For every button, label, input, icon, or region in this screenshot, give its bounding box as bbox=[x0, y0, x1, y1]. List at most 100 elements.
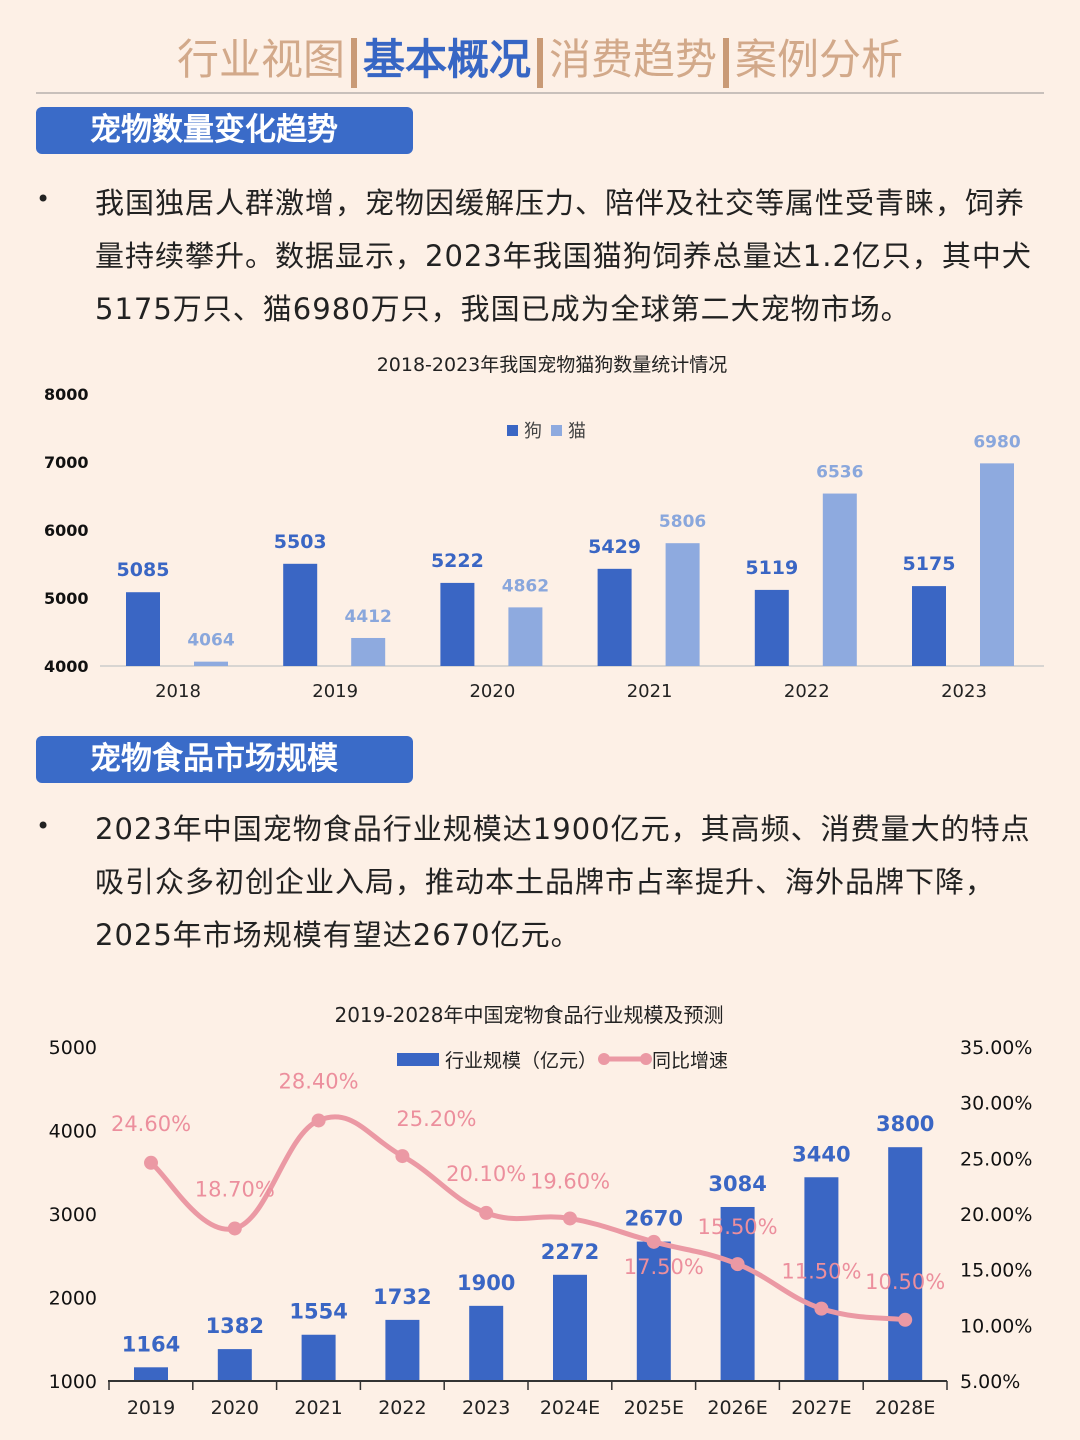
data-label-industry-size: 1900 bbox=[457, 1271, 515, 1295]
data-label-growth-rate: 24.60% bbox=[111, 1112, 191, 1136]
nav-separator bbox=[723, 37, 730, 88]
data-label-cat: 6536 bbox=[816, 463, 863, 483]
tab-industry-view[interactable]: 行业视图 bbox=[176, 35, 345, 84]
nav-separator bbox=[350, 37, 357, 88]
data-label-dog: 5222 bbox=[431, 550, 484, 572]
growth-rate-point bbox=[814, 1301, 829, 1316]
growth-rate-point bbox=[646, 1234, 661, 1249]
data-label-growth-rate: 20.10% bbox=[446, 1162, 526, 1186]
pet-count-paragraph: 我国独居人群激增，宠物因缓解压力、陪伴及社交等属性受青睐，饲养量持续攀升。数据显… bbox=[95, 186, 1032, 326]
section-title-pet-food: 宠物食品市场规模 bbox=[36, 736, 413, 783]
growth-rate-point bbox=[144, 1155, 158, 1170]
bar-dog bbox=[283, 563, 318, 666]
x-tick-label: 2020 bbox=[211, 1397, 259, 1419]
data-label-growth-rate: 15.50% bbox=[698, 1215, 778, 1239]
legend-swatch-dog bbox=[507, 425, 518, 436]
growth-rate-point bbox=[227, 1221, 242, 1236]
bar-industry-size bbox=[385, 1319, 420, 1381]
bar-dog bbox=[440, 582, 475, 666]
top-nav: 行业视图 基本概况 消费趋势 案例分析 bbox=[0, 30, 1080, 90]
bar-industry-size bbox=[301, 1334, 336, 1381]
data-label-industry-size: 2670 bbox=[625, 1207, 683, 1231]
y2-tick-label: 30.00% bbox=[960, 1093, 1032, 1115]
pet-food-chart: 2019-2028年中国宠物食品行业规模及预测 1000 2000 3000 4000 5… bbox=[49, 1003, 1033, 1419]
x-tick-label: 2026E bbox=[707, 1397, 767, 1419]
bar-industry-size bbox=[217, 1349, 252, 1381]
y2-tick-label: 35.00% bbox=[960, 1037, 1032, 1059]
y2-tick-label: 20.00% bbox=[960, 1204, 1032, 1226]
x-tick-label: 2025E bbox=[624, 1397, 684, 1419]
data-label-cat: 4862 bbox=[502, 576, 549, 596]
x-tick-label: 2019 bbox=[127, 1397, 175, 1419]
tab-basic-overview[interactable]: 基本概况 bbox=[362, 35, 531, 84]
y2-tick-label: 25.00% bbox=[960, 1148, 1032, 1170]
chart-title: 2018-2023年我国宠物猫狗数量统计情况 bbox=[377, 354, 728, 376]
y2-tick-label: 15.00% bbox=[960, 1260, 1032, 1282]
x-tick-label: 2022 bbox=[784, 681, 830, 700]
y-tick-label: 7000 bbox=[44, 453, 89, 472]
bar-dog bbox=[126, 592, 160, 666]
data-label-dog: 5175 bbox=[903, 553, 956, 575]
legend-swatch-size bbox=[397, 1053, 439, 1066]
y-tick-label: 1000 bbox=[49, 1371, 97, 1393]
growth-rate-point bbox=[730, 1257, 745, 1272]
pet-food-paragraph: 2023年中国宠物食品行业规模达1900亿元，其高频、消费量大的特点吸引众多初创… bbox=[95, 812, 1031, 952]
data-label-dog: 5503 bbox=[274, 531, 327, 553]
chart-title: 2019-2028年中国宠物食品行业规模及预测 bbox=[334, 1003, 723, 1027]
bullet-point: • bbox=[36, 185, 51, 213]
y-tick-label: 5000 bbox=[49, 1037, 97, 1059]
bar-cat bbox=[980, 463, 1014, 666]
bar-cat bbox=[665, 543, 700, 666]
data-label-industry-size: 3440 bbox=[792, 1142, 850, 1166]
x-tick-label: 2023 bbox=[462, 1397, 510, 1419]
bar-industry-size bbox=[636, 1241, 671, 1381]
legend-marker-growth bbox=[598, 1053, 610, 1065]
data-label-growth-rate: 25.20% bbox=[396, 1107, 476, 1131]
data-label-industry-size: 1382 bbox=[206, 1314, 264, 1338]
bar-industry-size bbox=[720, 1206, 755, 1381]
data-label-dog: 5429 bbox=[588, 536, 641, 558]
bullet-point: • bbox=[36, 812, 51, 840]
tab-consumption-trend[interactable]: 消费趋势 bbox=[549, 35, 718, 84]
growth-rate-point bbox=[898, 1312, 913, 1327]
bar-industry-size bbox=[553, 1274, 587, 1381]
x-tick-label: 2019 bbox=[312, 681, 358, 700]
nav-separator bbox=[537, 37, 543, 88]
bar-dog bbox=[597, 568, 632, 666]
data-label-growth-rate: 17.50% bbox=[624, 1255, 704, 1279]
x-tick-label: 2020 bbox=[469, 681, 515, 700]
x-tick-label: 2021 bbox=[294, 1397, 342, 1419]
y-tick-label: 8000 bbox=[44, 385, 89, 404]
data-label-industry-size: 1732 bbox=[373, 1285, 431, 1309]
legend-label-size: 行业规模（亿元） bbox=[445, 1050, 597, 1072]
x-tick-label: 2027E bbox=[791, 1397, 851, 1419]
growth-rate-point bbox=[395, 1149, 410, 1164]
data-label-industry-size: 3084 bbox=[708, 1172, 766, 1196]
x-tick-label: 2028E bbox=[875, 1397, 935, 1419]
legend-marker-growth bbox=[640, 1053, 652, 1065]
bar-industry-size bbox=[804, 1177, 839, 1381]
y-tick-label: 5000 bbox=[44, 589, 89, 608]
data-label-industry-size: 2272 bbox=[541, 1240, 599, 1264]
y-tick-label: 4000 bbox=[49, 1121, 97, 1143]
data-label-industry-size: 1554 bbox=[289, 1300, 347, 1324]
growth-rate-line bbox=[149, 1114, 906, 1323]
tab-case-analysis[interactable]: 案例分析 bbox=[735, 35, 904, 84]
data-label-cat: 6980 bbox=[973, 432, 1020, 452]
data-label-industry-size: 1164 bbox=[122, 1332, 180, 1356]
data-label-cat: 4412 bbox=[345, 607, 392, 627]
data-label-growth-rate: 18.70% bbox=[195, 1177, 275, 1201]
y-tick-label: 6000 bbox=[44, 521, 89, 540]
bar-dog bbox=[912, 586, 946, 666]
y-tick-label: 3000 bbox=[49, 1204, 97, 1226]
data-label-growth-rate: 11.50% bbox=[781, 1260, 861, 1284]
data-label-dog: 5119 bbox=[745, 557, 798, 579]
section-title-pet-count: 宠物数量变化趋势 bbox=[36, 107, 413, 154]
growth-rate-point bbox=[563, 1211, 577, 1226]
growth-rate-point bbox=[311, 1113, 326, 1128]
y2-tick-label: 5.00% bbox=[960, 1371, 1020, 1393]
x-tick-label: 2022 bbox=[378, 1397, 426, 1419]
y2-tick-label: 10.00% bbox=[960, 1315, 1032, 1337]
x-tick-label: 2021 bbox=[627, 681, 673, 700]
data-label-growth-rate: 28.40% bbox=[279, 1069, 359, 1093]
